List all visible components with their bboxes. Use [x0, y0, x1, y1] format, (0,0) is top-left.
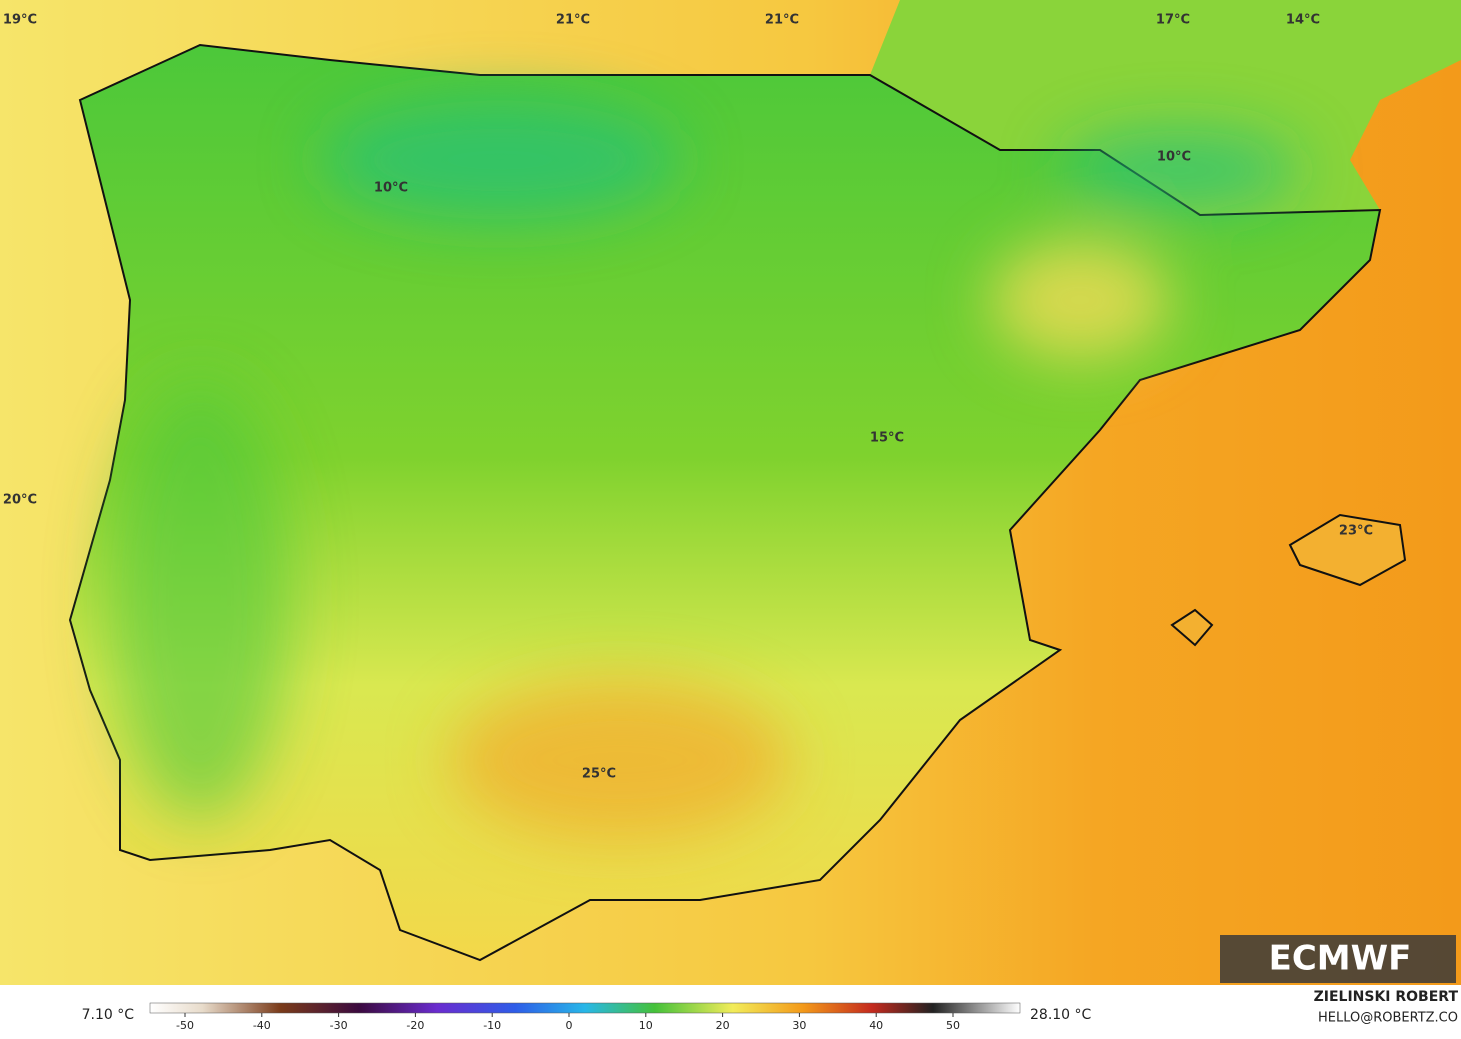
ibiza — [1170, 608, 1214, 647]
temperature-label: 14°C — [1286, 13, 1320, 28]
colorbar-tick-label: -10 — [483, 1019, 501, 1032]
colorbar-ticks: -50 -40 -30 -20 -10 0 10 20 30 40 50 — [176, 1013, 960, 1032]
temperature-label: 17°C — [1156, 13, 1190, 28]
temperature-label: 10°C — [374, 181, 408, 196]
colorbar-tick-label: 0 — [566, 1019, 573, 1032]
temperature-field — [110, 100, 1300, 840]
colorbar — [149, 1002, 1021, 1014]
contact: HELLO@ROBERTZ.CO — [1318, 1011, 1458, 1026]
labels: 19°C 21°C 21°C 17°C 14°C 10°C 10°C 20°C 15°C 23°C… — [3, 13, 1373, 782]
colorbar-tick-label: 10 — [639, 1019, 653, 1032]
logo-box — [1220, 935, 1456, 983]
colorbar-tick-label: -40 — [253, 1019, 271, 1032]
colorbar-max: 28.10 °C — [1030, 1007, 1092, 1023]
temperature-label: 23°C — [1339, 524, 1373, 539]
temperature-label: 20°C — [3, 493, 37, 508]
colorbar-tick-label: 40 — [869, 1019, 883, 1032]
mallorca — [1288, 513, 1407, 587]
france — [870, 0, 1461, 215]
temperature-label: 21°C — [556, 13, 590, 28]
temperature-label: 21°C — [765, 13, 799, 28]
colorbar-tick-label: -50 — [176, 1019, 194, 1032]
colorbar-tick-label: 20 — [716, 1019, 730, 1032]
author: ZIELINSKI ROBERT — [1314, 989, 1459, 1005]
colorbar-tick-label: -30 — [330, 1019, 348, 1032]
temperature-label: 10°C — [1157, 150, 1191, 165]
temperature-label: 15°C — [870, 431, 904, 446]
colorbar-tick-label: -20 — [406, 1019, 424, 1032]
temperature-label: 19°C — [3, 13, 37, 28]
temperature-label: 25°C — [582, 767, 616, 782]
colorbar-min: 7.10 °C — [82, 1007, 135, 1023]
colorbar-tick-label: 30 — [792, 1019, 806, 1032]
logo: ECMWF — [1269, 939, 1412, 979]
colorbar-tick-label: 50 — [946, 1019, 960, 1032]
